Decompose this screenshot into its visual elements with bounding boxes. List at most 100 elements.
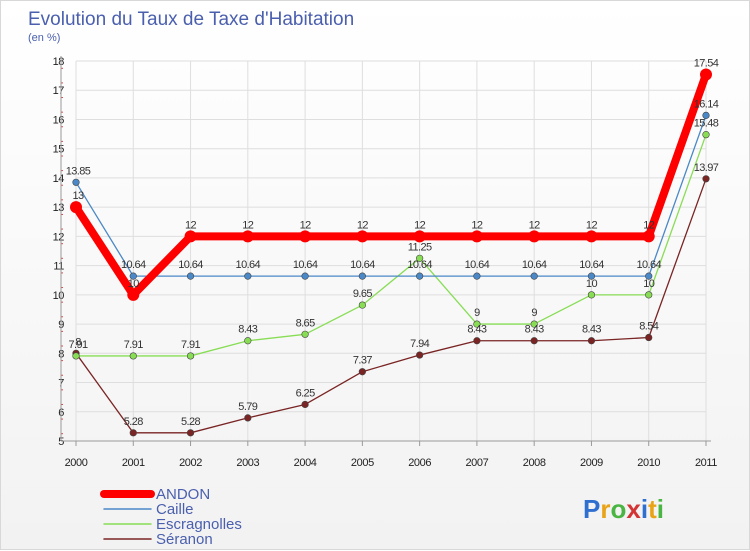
data-point-andon [241, 230, 254, 243]
data-point-séranon [186, 429, 195, 437]
logo-letter: i [641, 494, 648, 524]
data-labels: 13 10 12 12 12 12 12 12 12 12 12 17.54 13.85 10.64 10.… [66, 57, 720, 428]
chart-title: Evolution du Taux de Taxe d'Habitation [28, 9, 354, 30]
data-point-escragnolles [301, 330, 309, 338]
x-tick-label: 2011 [695, 457, 717, 469]
y-tick-label: 12 [53, 231, 65, 243]
data-label-escragnolles: 11.25 [408, 241, 432, 253]
y-tick-label: 13 [53, 202, 65, 214]
y-tick-label: 15 [53, 144, 65, 156]
logo-letter: o [610, 494, 626, 524]
data-label-séranon: 5.28 [181, 416, 200, 428]
y-tick-label: 17 [53, 85, 65, 97]
series-line-escragnolles [75, 134, 707, 357]
data-label-caille: 10.64 [293, 259, 318, 271]
data-point-escragnolles [358, 301, 366, 309]
data-label-andon: 12 [529, 219, 541, 231]
data-label-escragnolles: 15.48 [694, 118, 719, 130]
data-point-escragnolles [587, 291, 596, 299]
data-point-caille [72, 178, 80, 186]
data-point-séranon [702, 175, 710, 183]
y-tick-label: 10 [53, 290, 65, 302]
data-point-escragnolles [186, 352, 195, 360]
data-point-caille [587, 272, 596, 280]
x-tick-label: 2006 [408, 457, 431, 469]
x-tick-label: 2008 [523, 457, 546, 469]
data-label-escragnolles: 8.65 [296, 317, 315, 329]
data-label-escragnolles: 7.91 [68, 339, 87, 351]
data-point-caille [530, 272, 538, 280]
data-label-caille: 10.64 [350, 259, 375, 271]
legend-label-andon: ANDON [156, 486, 210, 503]
logo-letter: x [626, 494, 641, 524]
data-label-caille: 10.64 [522, 259, 547, 271]
legend-label-escragnolles: Escragnolles [156, 516, 242, 533]
data-label-escragnolles: 9.65 [353, 288, 372, 300]
data-point-andon [585, 230, 598, 243]
data-label-escragnolles: 9 [531, 307, 537, 319]
data-label-caille: 10.64 [579, 259, 604, 271]
data-label-séranon: 6.25 [296, 387, 315, 399]
data-label-séranon: 8.43 [467, 324, 486, 336]
data-point-séranon [244, 414, 252, 422]
series-line-séranon [75, 178, 707, 434]
y-tick-label: 11 [53, 261, 64, 273]
data-label-séranon: 8.54 [639, 321, 658, 333]
data-label-caille: 10.64 [236, 259, 261, 271]
data-point-caille [244, 272, 252, 280]
data-label-caille: 13.85 [66, 165, 91, 177]
data-label-escragnolles: 9 [474, 307, 480, 319]
x-tick-label: 2009 [580, 457, 603, 469]
data-label-andon: 17.54 [694, 57, 719, 69]
data-point-escragnolles [72, 352, 80, 360]
data-label-andon: 12 [300, 219, 312, 231]
x-tick-label: 2001 [122, 457, 145, 469]
data-label-séranon: 5.79 [238, 401, 257, 413]
data-point-andon [413, 230, 426, 243]
data-label-caille: 10.64 [178, 259, 203, 271]
data-point-caille [358, 272, 366, 280]
proxiti-wordmark: Proxiti [583, 494, 664, 524]
x-tick-label: 2007 [465, 457, 488, 469]
logo-letter: i [657, 494, 664, 524]
data-label-escragnolles: 10 [643, 278, 655, 290]
data-label-andon: 12 [643, 219, 655, 231]
data-point-escragnolles [473, 320, 481, 328]
data-label-séranon: 5.28 [124, 416, 143, 428]
data-point-caille [301, 272, 309, 280]
legend-label-caille: Caille [156, 501, 194, 518]
data-label-caille: 10.64 [407, 259, 432, 271]
data-label-escragnolles: 10 [586, 278, 598, 290]
data-label-andon: 10 [128, 278, 140, 290]
data-point-séranon [587, 337, 596, 345]
logo-letter: P [583, 494, 600, 524]
data-point-séranon [645, 333, 653, 342]
x-tick-label: 2010 [637, 457, 660, 469]
data-label-séranon: 8 [75, 336, 81, 348]
data-label-andon: 12 [586, 219, 598, 231]
data-label-andon: 12 [471, 219, 483, 231]
data-label-caille: 10.64 [636, 259, 661, 271]
x-tick-label: 2004 [294, 457, 317, 469]
data-label-séranon: 13.97 [694, 162, 719, 174]
grid [75, 60, 707, 442]
data-point-andon [700, 68, 712, 81]
series-line-caille [75, 114, 707, 277]
data-point-séranon [358, 368, 366, 376]
chart-subtitle: (en %) [28, 32, 60, 44]
y-tick-label: 16 [53, 114, 65, 126]
proxiti-logo: Proxiti [583, 494, 664, 524]
y-tick-label: 18 [53, 56, 65, 68]
x-tick-label: 2002 [179, 457, 202, 469]
data-label-escragnolles: 7.91 [124, 339, 143, 351]
data-label-andon: 12 [242, 219, 254, 231]
x-tick-label: 2005 [351, 457, 374, 469]
data-point-séranon [416, 351, 424, 359]
data-point-andon [528, 230, 541, 243]
data-label-escragnolles: 7.91 [181, 339, 200, 351]
data-label-andon: 12 [414, 219, 426, 231]
data-point-escragnolles [244, 337, 252, 345]
logo-letter: t [648, 494, 657, 524]
